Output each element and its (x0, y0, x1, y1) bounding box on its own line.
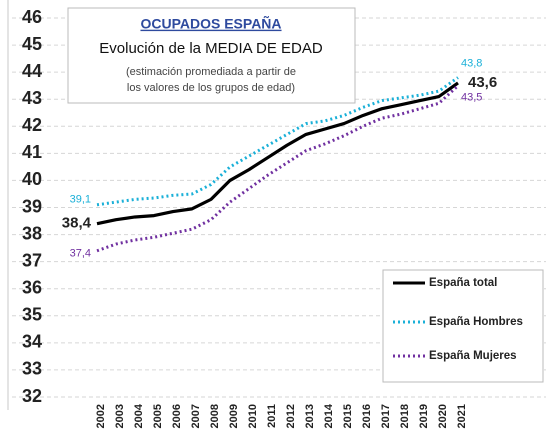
x-tick-label: 2003 (114, 404, 126, 428)
data-label: 37,4 (70, 248, 91, 260)
annotation: (estimación promediada a partir de (126, 66, 296, 78)
x-tick-label: 2004 (133, 403, 145, 428)
x-tick-label: 2019 (418, 404, 430, 428)
x-tick-label: 2014 (323, 403, 335, 428)
chart-title: OCUPADOS ESPAÑA (140, 15, 281, 32)
series-line (96, 81, 459, 226)
x-tick-label: 2005 (152, 404, 164, 428)
x-tick-label: 2002 (95, 404, 107, 428)
x-tick-label: 2006 (171, 404, 183, 428)
data-label: 38,4 (62, 215, 92, 232)
y-tick-label: 34 (22, 332, 42, 352)
y-tick-label: 46 (22, 7, 42, 27)
y-tick-label: 38 (22, 223, 42, 243)
y-tick-label: 43 (22, 88, 42, 108)
x-tick-label: 2018 (399, 404, 411, 428)
legend-label: España total (429, 277, 497, 289)
y-tick-label: 37 (22, 250, 42, 270)
x-tick-label: 2010 (247, 404, 259, 428)
y-tick-label: 33 (22, 359, 42, 379)
data-label: 43,6 (468, 74, 497, 91)
y-tick-label: 40 (22, 169, 42, 189)
y-tick-label: 41 (22, 142, 42, 162)
x-tick-label: 2016 (361, 404, 373, 428)
title-box (67, 7, 356, 104)
x-tick-label: 2015 (342, 404, 354, 428)
y-tick-label: 36 (22, 277, 42, 297)
x-tick-label: 2007 (190, 404, 202, 428)
x-tick-label: 2008 (209, 404, 221, 428)
data-label: 43,8 (461, 57, 482, 69)
x-tick-label: 2012 (285, 404, 297, 428)
x-tick-label: 2013 (304, 404, 316, 428)
x-tick-label: 2020 (437, 404, 449, 428)
legend-label: España Mujeres (429, 350, 517, 362)
y-tick-label: 39 (22, 196, 42, 216)
y-tick-label: 42 (22, 115, 42, 135)
x-tick-label: 2021 (456, 404, 468, 428)
annotation: los valores de los grupos de edad) (127, 82, 295, 94)
y-tick-label: 32 (22, 386, 42, 406)
y-tick-label: 44 (22, 61, 42, 81)
y-tick-label: 35 (22, 305, 42, 325)
legend-label: España Hombres (429, 316, 523, 328)
x-tick-label: 2017 (380, 404, 392, 428)
plot: 32 33 34 35 36 37 38 39 40 41 42 43 44 45 46 (12, 7, 546, 406)
series-line (96, 76, 459, 207)
chart-subtitle: Evolución de la MEDIA DE EDAD (99, 40, 323, 57)
x-tick-label: 2009 (228, 404, 240, 428)
series-line (96, 84, 460, 253)
data-label: 43,5 (461, 92, 482, 104)
x-tick-label: 2011 (266, 404, 278, 428)
data-label: 39,1 (70, 194, 91, 206)
y-tick-label: 45 (22, 34, 42, 54)
legend-box (382, 269, 544, 383)
